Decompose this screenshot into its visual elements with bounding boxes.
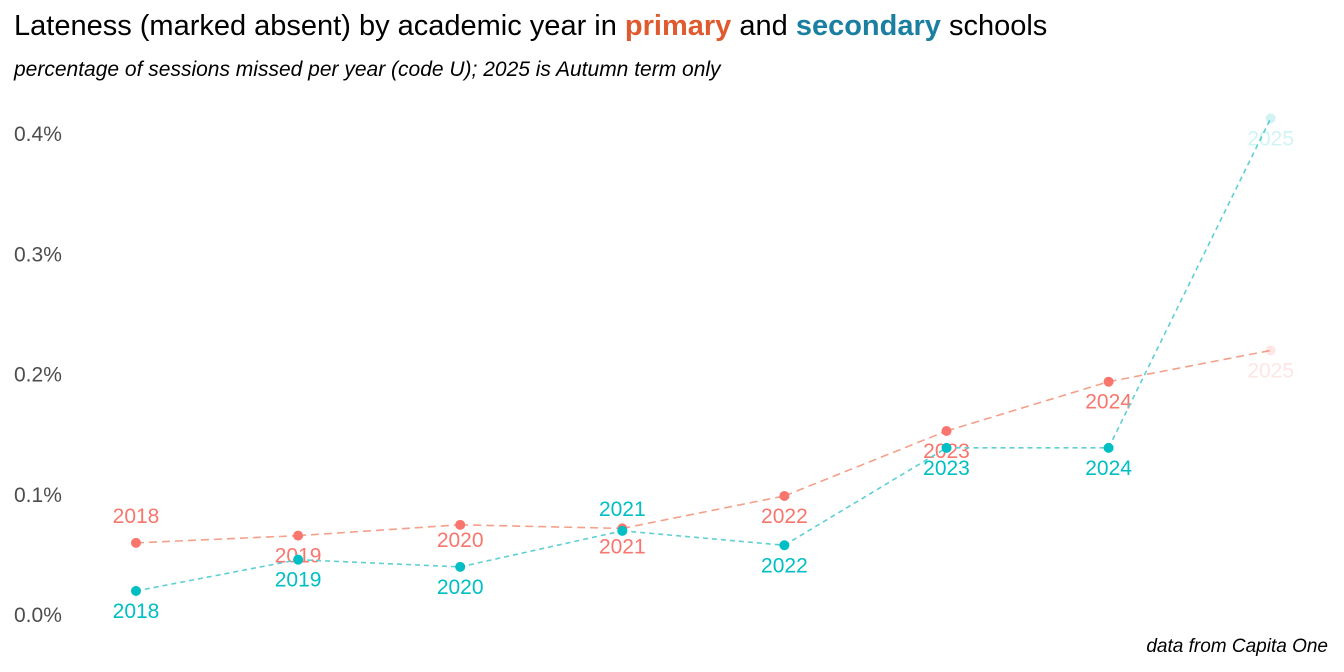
chart-title: Lateness (marked absent) by academic yea… xyxy=(14,10,1047,43)
data-point xyxy=(617,525,628,536)
series-line-segment xyxy=(784,430,947,497)
series-secondary: 2018 2019 2020 2021 2022 2023 2024 2025 xyxy=(113,113,1294,623)
y-tick-label: 0.4% xyxy=(14,123,62,146)
data-point xyxy=(293,554,304,565)
data-label: 2024 xyxy=(1085,457,1132,480)
data-label: 2025 xyxy=(1247,359,1294,382)
series-line-segment xyxy=(1108,349,1271,383)
title-part-1: Lateness (marked absent) by academic yea… xyxy=(14,10,625,42)
y-tick-label: 0.2% xyxy=(14,364,62,387)
data-point xyxy=(1265,113,1276,124)
series-line-segment xyxy=(946,380,1109,432)
data-point xyxy=(941,442,952,453)
data-label: 2020 xyxy=(437,576,484,599)
data-point xyxy=(1103,442,1114,453)
series-line-segment xyxy=(460,524,623,530)
data-label: 2023 xyxy=(923,457,970,480)
title-primary-word: primary xyxy=(624,10,732,42)
series-line-segment xyxy=(298,558,461,568)
series-line-segment xyxy=(1107,118,1272,449)
data-point xyxy=(1103,376,1114,387)
series-line-segment xyxy=(622,495,785,530)
data-label: 2021 xyxy=(599,498,646,521)
y-tick-label: 0.0% xyxy=(14,604,62,627)
data-label: 2018 xyxy=(113,505,160,528)
data-point xyxy=(941,426,952,437)
series-line-segment xyxy=(298,524,461,537)
data-point xyxy=(455,519,466,530)
series-line-segment xyxy=(135,534,299,544)
title-secondary-word: secondary xyxy=(795,10,941,42)
data-point xyxy=(131,537,141,548)
data-point xyxy=(131,585,141,596)
data-point xyxy=(779,540,790,551)
series-line-segment xyxy=(622,530,785,547)
data-label: 2022 xyxy=(761,505,808,528)
y-tick-label: 0.3% xyxy=(14,243,62,266)
data-label: 2021 xyxy=(599,535,646,558)
data-label: 2020 xyxy=(437,529,484,552)
title-part-2: and xyxy=(731,10,796,42)
y-axis: 0.0% 0.1% 0.2% 0.3% 0.4% xyxy=(14,123,62,627)
series-line-segment xyxy=(783,447,947,546)
data-label: 2022 xyxy=(761,554,808,577)
y-tick-label: 0.1% xyxy=(14,484,62,507)
series-line-segment xyxy=(135,558,299,592)
data-label: 2018 xyxy=(113,600,160,623)
chart-subtitle: percentage of sessions missed per year (… xyxy=(14,58,721,81)
data-label: 2019 xyxy=(275,569,322,592)
data-label: 2024 xyxy=(1085,391,1132,414)
data-point xyxy=(293,530,304,541)
data-point xyxy=(779,490,790,501)
title-part-3: schools xyxy=(940,10,1048,42)
data-source-caption: data from Capita One xyxy=(1146,636,1328,657)
series-line-segment xyxy=(460,530,623,568)
data-point xyxy=(1265,345,1276,356)
data-point xyxy=(455,561,466,572)
data-label: 2025 xyxy=(1247,127,1294,150)
